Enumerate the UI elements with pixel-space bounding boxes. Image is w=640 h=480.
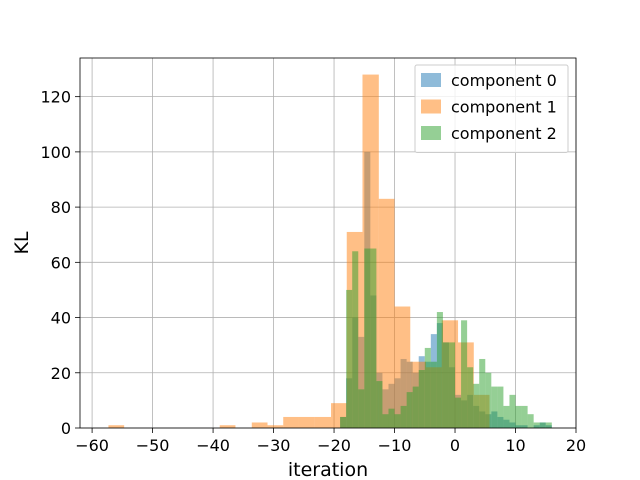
legend-swatch — [421, 126, 441, 140]
histogram-bar — [352, 251, 359, 428]
histogram-bar — [515, 405, 522, 428]
histogram-bar — [283, 416, 299, 428]
histogram-bar — [298, 416, 315, 428]
histogram-bar — [491, 386, 498, 428]
y-tick-label: 100 — [40, 143, 71, 162]
histogram-bar — [461, 320, 468, 428]
x-tick-label: −50 — [136, 436, 170, 455]
x-axis-ticks: −60 −50 −40 −30 −20 −10 0 10 20 — [75, 428, 586, 455]
histogram-bar — [251, 422, 268, 428]
histogram-bar — [467, 367, 474, 428]
histogram-bar — [394, 306, 411, 428]
histogram-bar — [382, 414, 389, 428]
histogram-bar — [442, 342, 449, 428]
y-axis-ticks: 0 20 40 60 80 100 120 — [40, 88, 80, 438]
histogram-bar — [418, 370, 425, 428]
histogram-bar — [376, 381, 383, 428]
histogram-bar — [455, 397, 462, 428]
histogram-bar — [503, 405, 510, 428]
histogram-bar — [448, 342, 456, 428]
histogram-bar — [509, 394, 516, 428]
histogram-bar — [388, 408, 395, 428]
legend-item: component 2 — [421, 124, 557, 143]
histogram-bar — [394, 414, 401, 428]
histogram-bar — [378, 198, 395, 428]
y-axis-label: KL — [11, 231, 33, 254]
histogram-bar — [267, 425, 284, 428]
histogram-bar — [430, 361, 437, 428]
legend-label: component 1 — [451, 98, 557, 117]
histogram-bar — [497, 386, 504, 428]
x-tick-label: 0 — [450, 436, 460, 455]
x-tick-label: −40 — [196, 436, 230, 455]
histogram-bar — [479, 358, 486, 428]
x-tick-label: −10 — [378, 436, 412, 455]
x-tick-label: −60 — [75, 436, 109, 455]
legend-swatch — [421, 73, 441, 87]
histogram-bar — [370, 248, 377, 428]
series-2-bars — [340, 248, 552, 428]
histogram-bar — [436, 312, 443, 428]
y-tick-label: 120 — [40, 88, 71, 107]
histogram-bar — [364, 248, 371, 428]
histogram-bar — [406, 392, 413, 428]
histogram-bar — [527, 414, 534, 428]
legend-label: component 0 — [451, 71, 557, 90]
histogram-bar — [545, 422, 552, 428]
y-tick-label: 0 — [61, 419, 71, 438]
histogram-bar — [473, 383, 480, 428]
legend-swatch — [421, 99, 441, 114]
histogram-bars — [108, 74, 552, 428]
histogram-bar — [521, 405, 528, 428]
plot-area-frame — [79, 57, 577, 429]
histogram-bar — [108, 425, 125, 428]
y-tick-label: 60 — [51, 253, 71, 272]
histogram-bar — [340, 416, 347, 428]
x-tick-label: 20 — [566, 436, 586, 455]
x-tick-label: −30 — [257, 436, 291, 455]
y-tick-label: 40 — [51, 309, 71, 328]
histogram-bar — [485, 372, 492, 428]
y-tick-label: 20 — [51, 364, 71, 383]
histogram-bar — [412, 386, 419, 428]
histogram-bar — [314, 416, 332, 428]
x-tick-label: −20 — [317, 436, 351, 455]
histogram-bar — [533, 422, 540, 428]
legend-label: component 2 — [451, 124, 557, 143]
histogram-bar — [358, 389, 365, 428]
legend: component 0 component 1 component 2 — [414, 64, 569, 153]
legend-item: component 0 — [421, 71, 557, 90]
histogram-bar — [424, 347, 431, 428]
histogram-bar — [346, 289, 353, 428]
legend-box — [414, 64, 569, 153]
y-tick-label: 80 — [51, 198, 71, 217]
histogram-bar — [400, 405, 407, 428]
histogram-bar — [539, 422, 546, 428]
x-tick-label: 10 — [505, 436, 525, 455]
x-axis-label: iteration — [288, 459, 368, 480]
histogram-bar — [219, 425, 236, 428]
legend-item: component 1 — [421, 98, 557, 117]
